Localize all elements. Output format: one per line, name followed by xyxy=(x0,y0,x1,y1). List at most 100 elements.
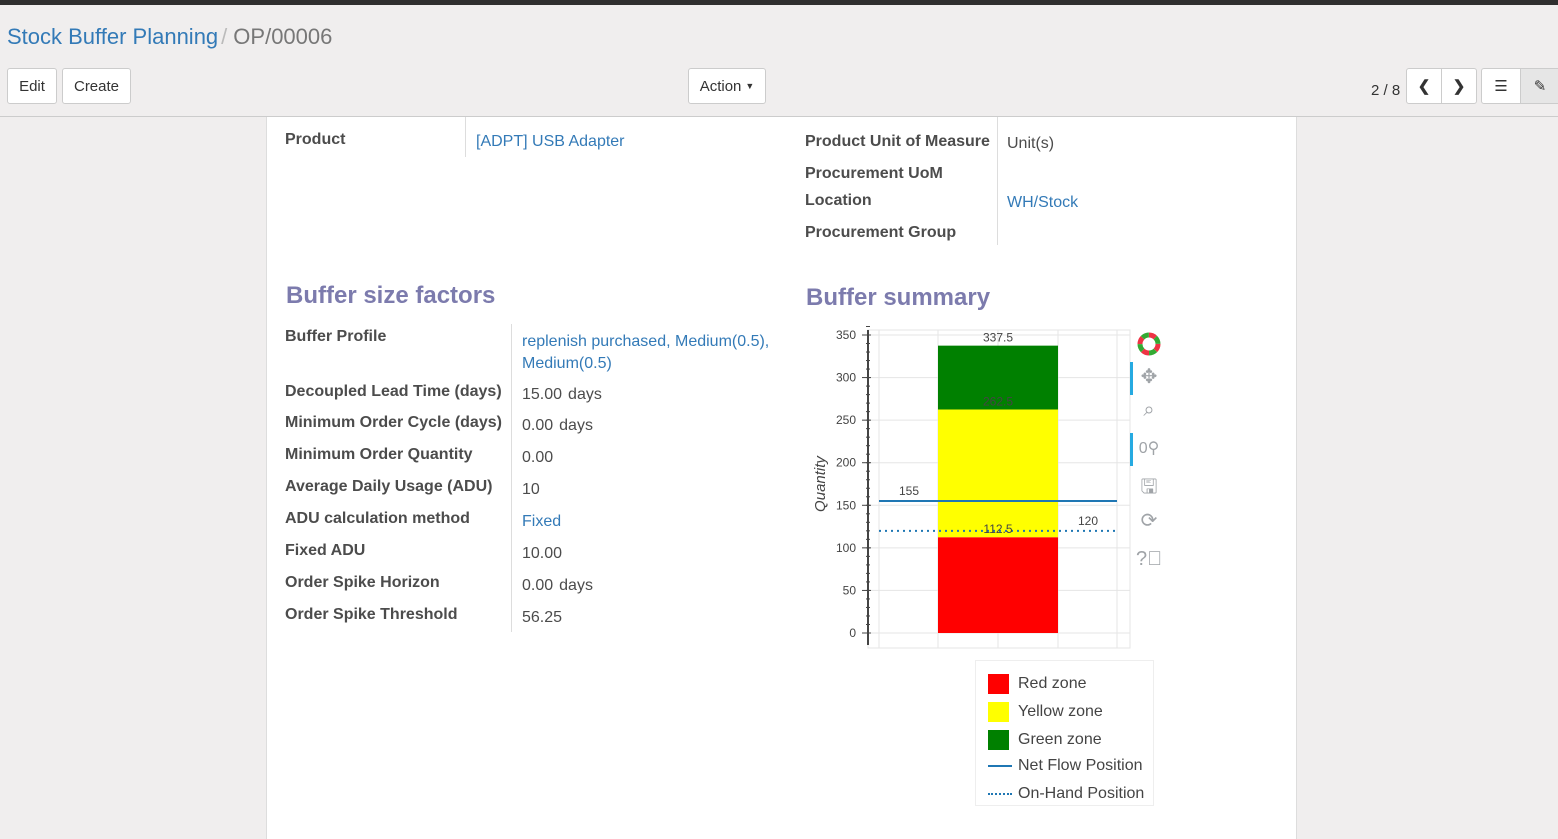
factor-label: Minimum Order Quantity xyxy=(285,446,473,463)
top-bar xyxy=(0,0,1558,5)
factor-value-text: Fixed xyxy=(522,513,562,530)
factor-value: 15.00 days xyxy=(522,386,602,404)
factor-label: Order Spike Horizon xyxy=(285,574,440,591)
divider xyxy=(465,117,466,157)
factor-label: ADU calculation method xyxy=(285,510,470,527)
dotted-line-swatch xyxy=(988,793,1012,795)
pager-value: 2 / 8 xyxy=(1371,82,1401,99)
factor-value[interactable]: Fixed xyxy=(522,513,561,531)
breadcrumb: Stock Buffer Planning / OP/00006 xyxy=(7,24,333,49)
caret-down-icon: ▼ xyxy=(745,81,755,91)
y-tick-label: 300 xyxy=(836,371,856,385)
bar-green-zone xyxy=(938,345,1058,410)
box-zoom-icon[interactable]: ⌕ xyxy=(1143,399,1155,421)
green-swatch xyxy=(988,730,1009,750)
factor-value: 0.00 days xyxy=(522,417,593,435)
product-link[interactable]: [ADPT] USB Adapter xyxy=(476,133,625,150)
uom-label: Product Unit of Measure xyxy=(805,133,990,150)
net-flow-data-label: 155 xyxy=(899,484,919,498)
factor-value: 0.00 days xyxy=(522,577,593,595)
factor-value-text: 10 xyxy=(522,481,540,498)
action-label: Action xyxy=(699,77,742,95)
factor-label: Buffer Profile xyxy=(285,328,387,345)
divider xyxy=(511,324,512,632)
y-tick-label: 150 xyxy=(836,498,856,512)
factor-value-text: 0.00 xyxy=(522,417,554,434)
factor-label: Average Daily Usage (ADU) xyxy=(285,478,493,495)
next-button[interactable]: ❯ xyxy=(1441,68,1477,104)
factor-value: 10 xyxy=(522,481,540,499)
factor-value[interactable]: replenish purchased, Medium(0.5), Medium… xyxy=(522,331,782,375)
factor-unit: days xyxy=(559,417,593,434)
y-tick-label: 100 xyxy=(836,541,856,555)
y-tick-label: 50 xyxy=(843,583,857,597)
location-label: Location xyxy=(805,192,872,209)
previous-button[interactable]: ❮ xyxy=(1406,68,1442,104)
zone-data-label: 337.5 xyxy=(983,331,1013,345)
bokeh-logo-icon[interactable] xyxy=(1136,332,1162,358)
location-link[interactable]: WH/Stock xyxy=(1007,194,1079,211)
edit-form-icon: ✎ xyxy=(1533,78,1547,95)
factor-value-text: 0.00 xyxy=(522,449,554,466)
legend-label: Green zone xyxy=(1018,731,1102,748)
factor-value-text: 56.25 xyxy=(522,609,563,626)
breadcrumb-current: OP/00006 xyxy=(233,24,333,49)
buffer-summary-heading: Buffer summary xyxy=(806,284,991,311)
legend-red-zone: Red zone xyxy=(988,674,1087,694)
chevron-right-icon: ❯ xyxy=(1452,78,1466,95)
y-tick-label: 350 xyxy=(836,328,856,342)
factor-value-text: 0.00 xyxy=(522,577,554,594)
factor-value-text: 15.00 xyxy=(522,386,563,403)
edit-button[interactable]: Edit xyxy=(7,68,57,104)
help-icon[interactable]: ?⃝ xyxy=(1136,548,1163,570)
factor-value: 0.00 xyxy=(522,449,553,467)
bar-red-zone xyxy=(938,537,1058,633)
y-axis-label: Quantity xyxy=(812,455,829,512)
buffer-chart: 0 50 100 150 200 250 300 350 Quantity 112.5 262.5 3… xyxy=(812,325,1131,649)
procurement-group-label: Procurement Group xyxy=(805,224,957,241)
save-icon[interactable]: 🖫 xyxy=(1140,476,1158,498)
y-tick-label: 250 xyxy=(836,413,856,427)
control-panel: Stock Buffer Planning / OP/00006 Edit Crea… xyxy=(0,5,1558,117)
uom-value: Unit(s) xyxy=(1007,135,1055,152)
factor-label: Fixed ADU xyxy=(285,542,366,559)
legend-net-flow: Net Flow Position xyxy=(988,757,1143,775)
factor-label: Decoupled Lead Time (days) xyxy=(285,383,502,400)
pan-icon[interactable]: ✥ xyxy=(1140,366,1158,388)
red-swatch xyxy=(988,674,1009,694)
active-indicator xyxy=(1130,362,1133,395)
wheel-zoom-icon[interactable]: 0⚲ xyxy=(1138,440,1160,457)
factor-value-text: replenish purchased, Medium(0.5), Medium… xyxy=(522,333,770,372)
form-view-button[interactable]: ✎ xyxy=(1520,68,1558,104)
divider xyxy=(997,117,998,245)
on-hand-data-label: 120 xyxy=(1078,514,1098,528)
y-tick-label: 200 xyxy=(836,456,856,470)
legend-label: On-Hand Position xyxy=(1018,785,1145,802)
yellow-swatch xyxy=(988,702,1009,722)
chart-legend: Red zone Yellow zone Green zone Net Flow… xyxy=(975,660,1154,806)
action-dropdown[interactable]: Action ▼ xyxy=(688,68,766,104)
buffer-size-factors-heading: Buffer size factors xyxy=(286,282,496,309)
legend-green-zone: Green zone xyxy=(988,730,1102,750)
chevron-left-icon: ❮ xyxy=(1417,78,1431,95)
active-indicator xyxy=(1130,433,1133,466)
list-icon: ☰ xyxy=(1494,78,1508,95)
legend-label: Red zone xyxy=(1018,675,1087,692)
breadcrumb-parent[interactable]: Stock Buffer Planning xyxy=(7,24,219,49)
legend-label: Net Flow Position xyxy=(1018,757,1143,774)
reset-icon[interactable]: ⟳ xyxy=(1140,510,1158,532)
list-view-button[interactable]: ☰ xyxy=(1481,68,1521,104)
legend-yellow-zone: Yellow zone xyxy=(988,702,1103,722)
solid-line-swatch xyxy=(988,765,1012,767)
factor-value: 10.00 xyxy=(522,545,562,563)
factor-unit: days xyxy=(559,577,593,594)
factor-unit: days xyxy=(568,386,602,403)
create-button[interactable]: Create xyxy=(62,68,131,104)
product-label: Product xyxy=(285,131,346,148)
factor-value: 56.25 xyxy=(522,609,562,627)
y-tick-label: 0 xyxy=(849,626,856,640)
factor-label: Order Spike Threshold xyxy=(285,606,458,623)
bar-yellow-zone xyxy=(938,409,1058,538)
legend-on-hand: On-Hand Position xyxy=(988,785,1144,803)
zone-data-label: 112.5 xyxy=(983,522,1012,536)
